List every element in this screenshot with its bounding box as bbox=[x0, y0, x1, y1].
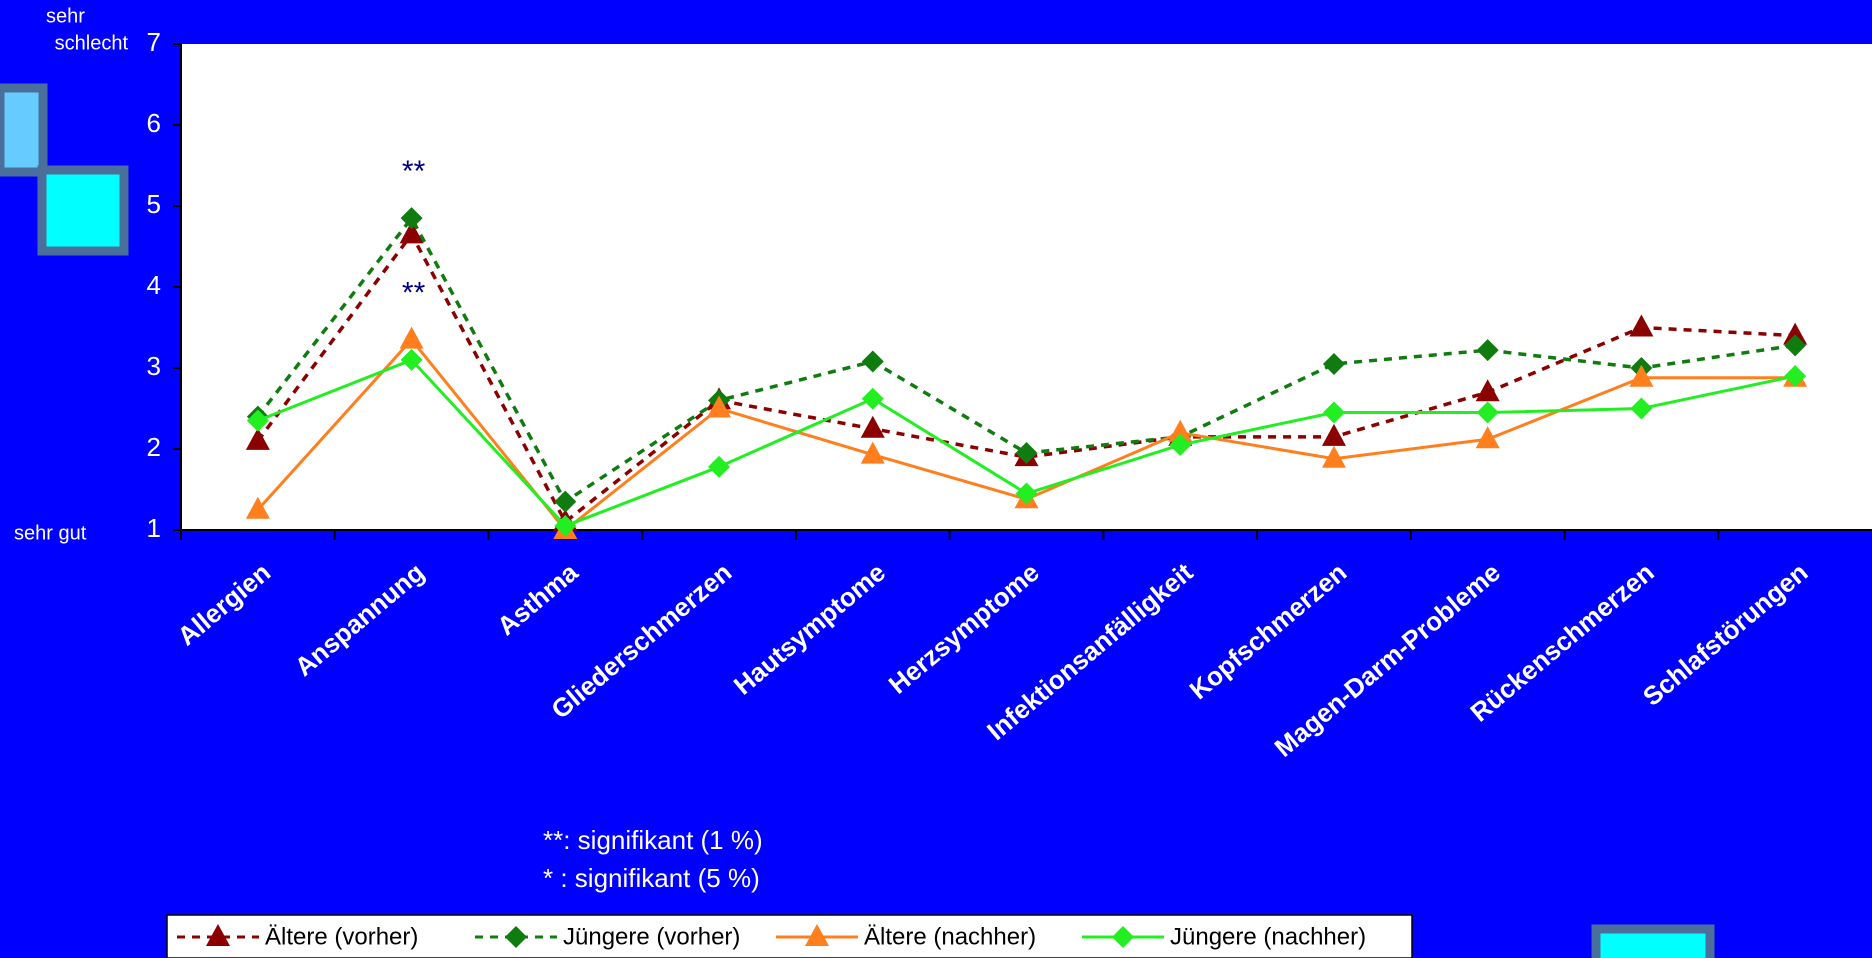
decor-square bbox=[1591, 924, 1715, 958]
marker bbox=[861, 387, 884, 410]
decor-square bbox=[37, 165, 129, 256]
marker bbox=[1322, 352, 1345, 375]
legend-marker bbox=[505, 926, 527, 948]
legend-box bbox=[166, 914, 1413, 958]
marker bbox=[554, 490, 577, 513]
marker bbox=[245, 496, 270, 519]
legend-label: Jüngere (vorher) bbox=[563, 923, 740, 950]
marker bbox=[400, 207, 423, 230]
marker bbox=[860, 441, 885, 464]
marker bbox=[400, 348, 423, 371]
marker bbox=[245, 427, 270, 450]
y-tick-label: 5 bbox=[147, 189, 161, 219]
marker bbox=[707, 395, 732, 418]
marker bbox=[1015, 442, 1038, 465]
y-tick-label: 2 bbox=[147, 432, 161, 462]
marker bbox=[1784, 334, 1807, 357]
marker bbox=[1015, 482, 1038, 505]
marker bbox=[1475, 379, 1500, 402]
y-tick-label: 3 bbox=[147, 351, 161, 381]
marker bbox=[861, 350, 884, 373]
decor-square bbox=[0, 83, 48, 177]
marker bbox=[1476, 401, 1499, 424]
y-tick-label: 7 bbox=[147, 27, 161, 57]
marker bbox=[399, 326, 424, 349]
legend-marker bbox=[1112, 926, 1134, 948]
footnote: **: signifikant (1 %) bbox=[543, 825, 763, 855]
marker bbox=[1629, 364, 1654, 387]
legend-marker bbox=[206, 924, 230, 946]
marker bbox=[1169, 433, 1192, 456]
marker bbox=[554, 514, 577, 537]
marker bbox=[1475, 426, 1500, 449]
marker bbox=[246, 409, 269, 432]
legend-marker bbox=[805, 924, 829, 946]
marker bbox=[860, 415, 885, 438]
legend-label: Ältere (nachher) bbox=[864, 923, 1036, 950]
marker bbox=[1783, 322, 1808, 345]
y-top-label: schlecht bbox=[55, 32, 129, 54]
footnote: * : signifikant (5 %) bbox=[543, 863, 760, 893]
marker bbox=[1629, 314, 1654, 337]
marker bbox=[399, 221, 424, 244]
marker bbox=[1784, 365, 1807, 388]
marker bbox=[1476, 339, 1499, 362]
y-tick-label: 1 bbox=[147, 513, 161, 543]
marker bbox=[1322, 401, 1345, 424]
legend-label: Jüngere (nachher) bbox=[1170, 923, 1366, 950]
y-tick-label: 6 bbox=[147, 108, 161, 138]
marker bbox=[1630, 397, 1653, 420]
marker bbox=[1321, 445, 1346, 468]
annotation: ** bbox=[402, 277, 426, 310]
y-tick-label: 4 bbox=[147, 270, 161, 300]
y-top-label: sehr bbox=[46, 5, 85, 27]
marker bbox=[1321, 423, 1346, 446]
marker bbox=[1168, 419, 1193, 442]
annotation: ** bbox=[402, 155, 426, 188]
legend-label: Ältere (vorher) bbox=[265, 923, 418, 950]
y-bottom-label: sehr gut bbox=[14, 522, 87, 544]
marker bbox=[708, 455, 731, 478]
